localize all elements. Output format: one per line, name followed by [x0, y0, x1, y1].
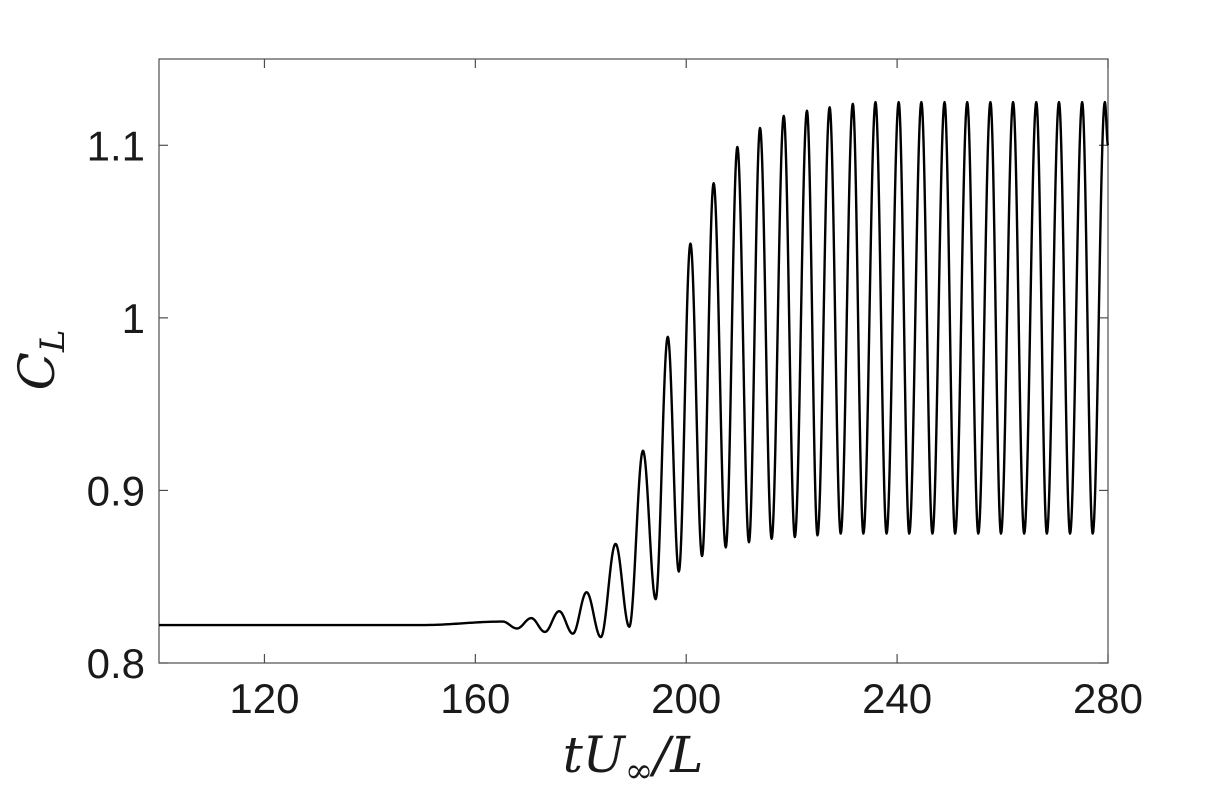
- x-axis-label-t: t: [563, 726, 584, 784]
- x-axis-label: tU∞/L: [563, 726, 704, 791]
- y-axis-label-c: C: [8, 352, 66, 390]
- axis-ticks: [159, 59, 1109, 664]
- y-axis-label: CL: [8, 330, 73, 391]
- x-tick-label: 240: [862, 675, 932, 722]
- y-tick-label: 1.1: [87, 122, 145, 169]
- y-tick-label: 0.8: [87, 640, 145, 687]
- y-tick-label: 1: [122, 295, 145, 342]
- x-axis-label-u: U: [583, 726, 627, 784]
- x-tick-label: 200: [651, 675, 721, 722]
- y-tick-label: 0.9: [87, 467, 145, 514]
- x-tick-label: 160: [440, 675, 510, 722]
- x-axis-label-subscript: ∞: [625, 751, 653, 791]
- x-tick-label: 120: [229, 675, 299, 722]
- plot-frame: [158, 58, 1109, 664]
- y-tick-labels: 0.8 0.9 1 1.1: [87, 122, 145, 687]
- x-tick-label: 280: [1073, 675, 1143, 722]
- x-tick-labels: 120 160 200 240 280: [229, 675, 1143, 722]
- lift-coefficient-line: [159, 100, 1110, 639]
- x-axis-label-rest: /L: [649, 726, 703, 784]
- y-axis-label-subscript: L: [33, 330, 73, 354]
